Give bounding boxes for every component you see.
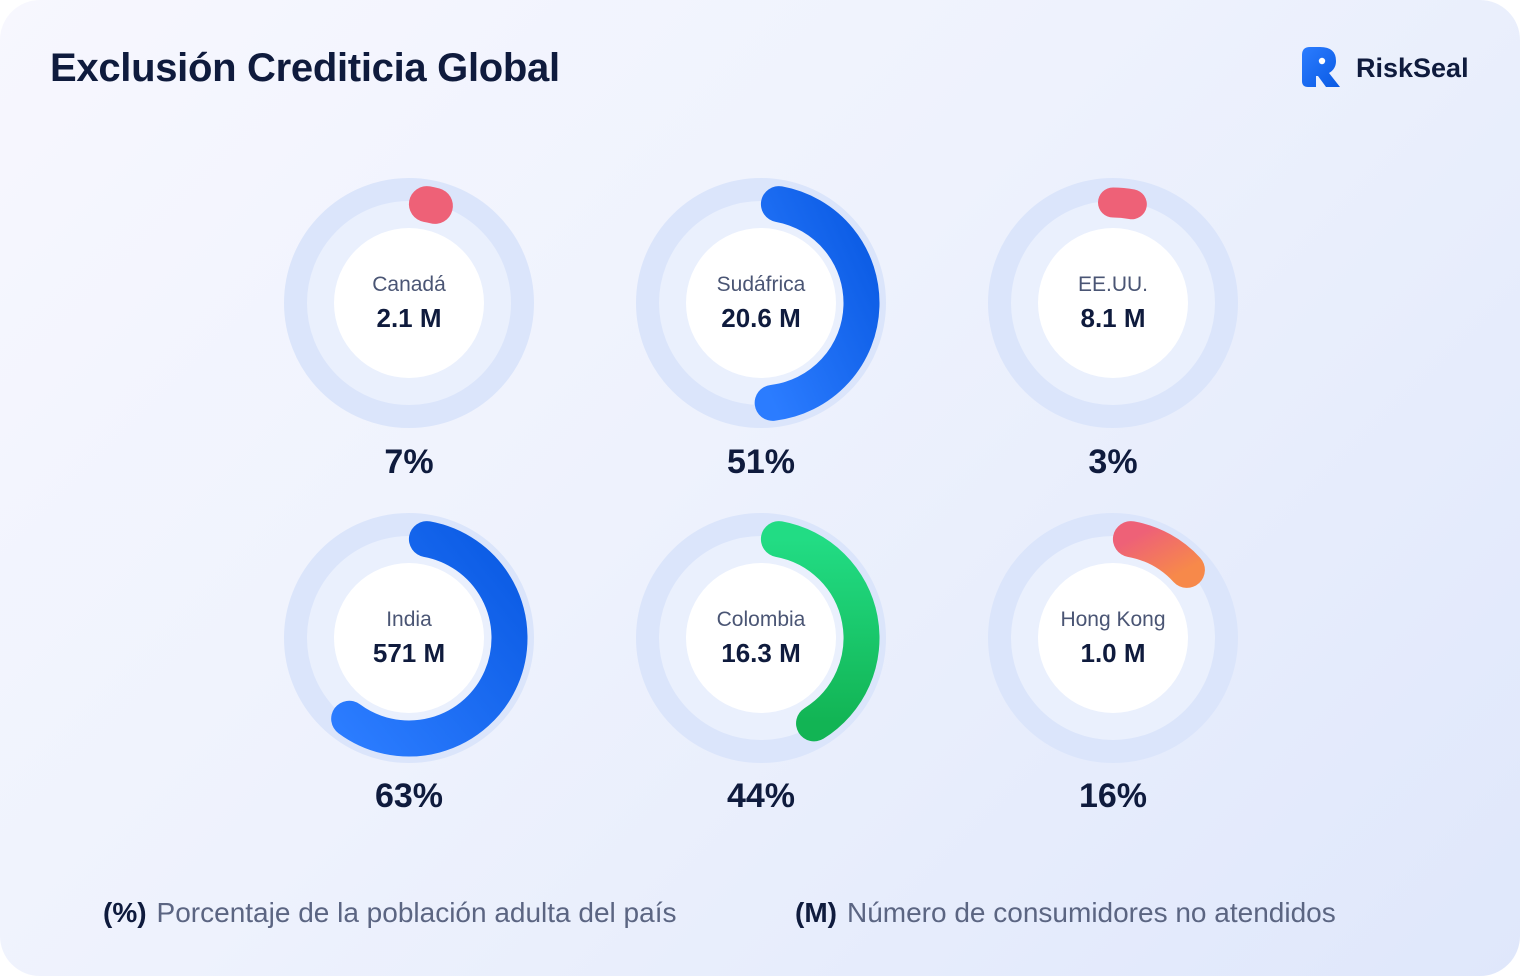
donut-value-arc	[754, 186, 880, 421]
donut-center	[686, 563, 836, 713]
donut-chart	[284, 178, 534, 428]
country-label: India	[386, 608, 432, 631]
donut-value-arc	[331, 521, 528, 757]
consumer-count: 2.1 M	[376, 303, 442, 333]
legend-percent: (%) Porcentaje de la población adulta de…	[103, 893, 676, 933]
percent-label-canada: 7%	[384, 443, 434, 481]
donut-center	[334, 563, 484, 713]
donut-colombia: Colombia 16.3 M	[636, 513, 886, 763]
donut-inner-ring	[1011, 536, 1215, 740]
brand-name: RiskSeal	[1356, 52, 1469, 83]
donut-chart	[988, 178, 1238, 428]
legend-millions: (M) Número de consumidores no atendidos	[795, 893, 1336, 933]
percent-label-india: 63%	[374, 777, 444, 815]
consumer-count: 20.6 M	[721, 303, 801, 333]
donut-value-arc	[1098, 187, 1147, 220]
brand: RiskSeal	[1302, 47, 1469, 89]
donut-sudafrica: Sudáfrica 20.6 M	[636, 178, 886, 428]
donut-value-arc	[408, 186, 453, 224]
donut-chart	[284, 513, 534, 763]
legend-symbol: (M)	[795, 897, 837, 928]
donut-chart	[636, 513, 886, 763]
country-label: EE.UU.	[1077, 273, 1148, 296]
consumer-count: 571 M	[372, 638, 446, 668]
country-label: Canadá	[372, 273, 446, 296]
donut-canada: Canadá 2.1 M	[284, 178, 534, 428]
percent-label-sudafrica: 51%	[726, 443, 796, 481]
donut-inner-ring	[307, 201, 511, 405]
donut-center	[334, 228, 484, 378]
country-label: Colombia	[716, 608, 806, 631]
consumer-count: 1.0 M	[1080, 638, 1146, 668]
country-label: Sudáfrica	[716, 273, 806, 296]
donut-chart	[988, 513, 1238, 763]
donut-chart	[636, 178, 886, 428]
percent-label-colombia: 44%	[726, 777, 796, 815]
page-title: Exclusión Crediticia Global	[50, 46, 560, 90]
donut-value-arc	[1112, 521, 1205, 588]
donut-eeuu: EE.UU. 8.1 M	[988, 178, 1238, 428]
donut-center	[1038, 228, 1188, 378]
donut-value-arc	[760, 521, 880, 742]
donut-center	[1038, 563, 1188, 713]
legend-text: Porcentaje de la población adulta del pa…	[156, 897, 677, 928]
legend-symbol: (%)	[103, 897, 147, 928]
percent-label-eeuu: 3%	[1088, 443, 1138, 481]
donut-india: India 571 M	[284, 513, 534, 763]
country-label: Hong Kong	[1060, 608, 1166, 631]
percent-label-hong-kong: 16%	[1078, 777, 1148, 815]
riskseal-logo-icon	[1302, 47, 1340, 87]
consumer-count: 16.3 M	[721, 638, 801, 668]
donut-center	[686, 228, 836, 378]
consumer-count: 8.1 M	[1080, 303, 1146, 333]
donut-hong-kong: Hong Kong 1.0 M	[988, 513, 1238, 763]
legend-text: Número de consumidores no atendidos	[846, 897, 1336, 928]
